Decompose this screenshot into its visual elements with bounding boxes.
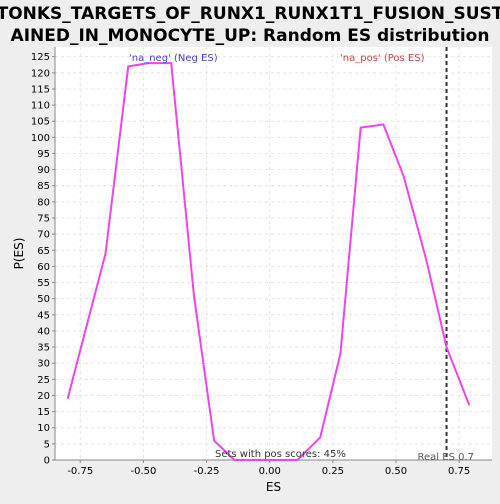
x-axis-label: ES bbox=[266, 480, 281, 494]
y-axis-label: P(ES) bbox=[12, 238, 26, 270]
y-tick-label: 50 bbox=[37, 294, 50, 305]
y-tick-label: 55 bbox=[37, 278, 50, 289]
pos-es-annotation: 'na_pos' (Pos ES) bbox=[340, 53, 425, 64]
y-tick-label: 125 bbox=[31, 52, 50, 63]
x-tick-label: 0.00 bbox=[259, 466, 281, 477]
x-tick-label: -0.75 bbox=[67, 466, 93, 477]
chart-title-line: TONKS_TARGETS_OF_RUNX1_RUNX1T1_FUSION_SU… bbox=[0, 4, 500, 24]
x-tick-label: 0.25 bbox=[322, 466, 344, 477]
y-tick-label: 30 bbox=[37, 359, 50, 370]
y-tick-label: 5 bbox=[44, 439, 50, 450]
y-tick-label: 90 bbox=[37, 165, 50, 176]
y-tick-label: 115 bbox=[31, 84, 50, 95]
y-tick-label: 75 bbox=[37, 214, 50, 225]
y-tick-label: 70 bbox=[37, 230, 50, 241]
y-tick-label: 65 bbox=[37, 246, 50, 257]
neg-es-annotation: 'na_neg' (Neg ES) bbox=[129, 53, 218, 64]
y-tick-label: 120 bbox=[31, 68, 50, 79]
y-tick-label: 60 bbox=[37, 262, 50, 273]
y-tick-label: 15 bbox=[37, 407, 50, 418]
y-tick-label: 80 bbox=[37, 197, 50, 208]
pos-scores-annotation: Sets with pos scores: 45% bbox=[215, 449, 346, 460]
y-tick-label: 0 bbox=[44, 456, 50, 467]
y-tick-label: 105 bbox=[31, 117, 50, 128]
es-distribution-line bbox=[66, 62, 471, 461]
x-tick-label: -0.25 bbox=[194, 466, 220, 477]
chart-title-line: AINED_IN_MONOCYTE_UP: Random ES distribu… bbox=[11, 26, 490, 46]
x-tick-label: -0.50 bbox=[130, 466, 156, 477]
y-tick-label: 45 bbox=[37, 310, 50, 321]
y-tick-label: 40 bbox=[37, 326, 50, 337]
y-tick-label: 35 bbox=[37, 343, 50, 354]
y-tick-label: 25 bbox=[37, 375, 50, 386]
y-tick-label: 110 bbox=[31, 101, 50, 112]
y-tick-label: 10 bbox=[37, 423, 50, 434]
y-tick-label: 20 bbox=[37, 391, 50, 402]
real-es-label: Real ES 0.7 bbox=[418, 452, 474, 463]
y-tick-label: 85 bbox=[37, 181, 50, 192]
plot-area bbox=[55, 47, 492, 460]
x-tick-label: 0.50 bbox=[385, 466, 407, 477]
x-tick-label: 0.75 bbox=[448, 466, 470, 477]
y-tick-label: 95 bbox=[37, 149, 50, 160]
y-tick-label: 100 bbox=[31, 133, 50, 144]
